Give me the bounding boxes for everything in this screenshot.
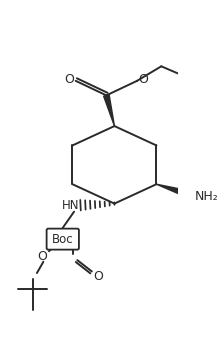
Text: HN: HN [62, 199, 79, 212]
Text: O: O [138, 73, 148, 86]
Text: O: O [64, 73, 74, 86]
Polygon shape [156, 184, 183, 195]
Text: NH₂: NH₂ [195, 190, 219, 203]
Polygon shape [104, 95, 115, 126]
Text: O: O [37, 250, 47, 263]
Text: Boc: Boc [52, 233, 74, 246]
FancyBboxPatch shape [47, 229, 79, 250]
Text: O: O [93, 270, 103, 283]
